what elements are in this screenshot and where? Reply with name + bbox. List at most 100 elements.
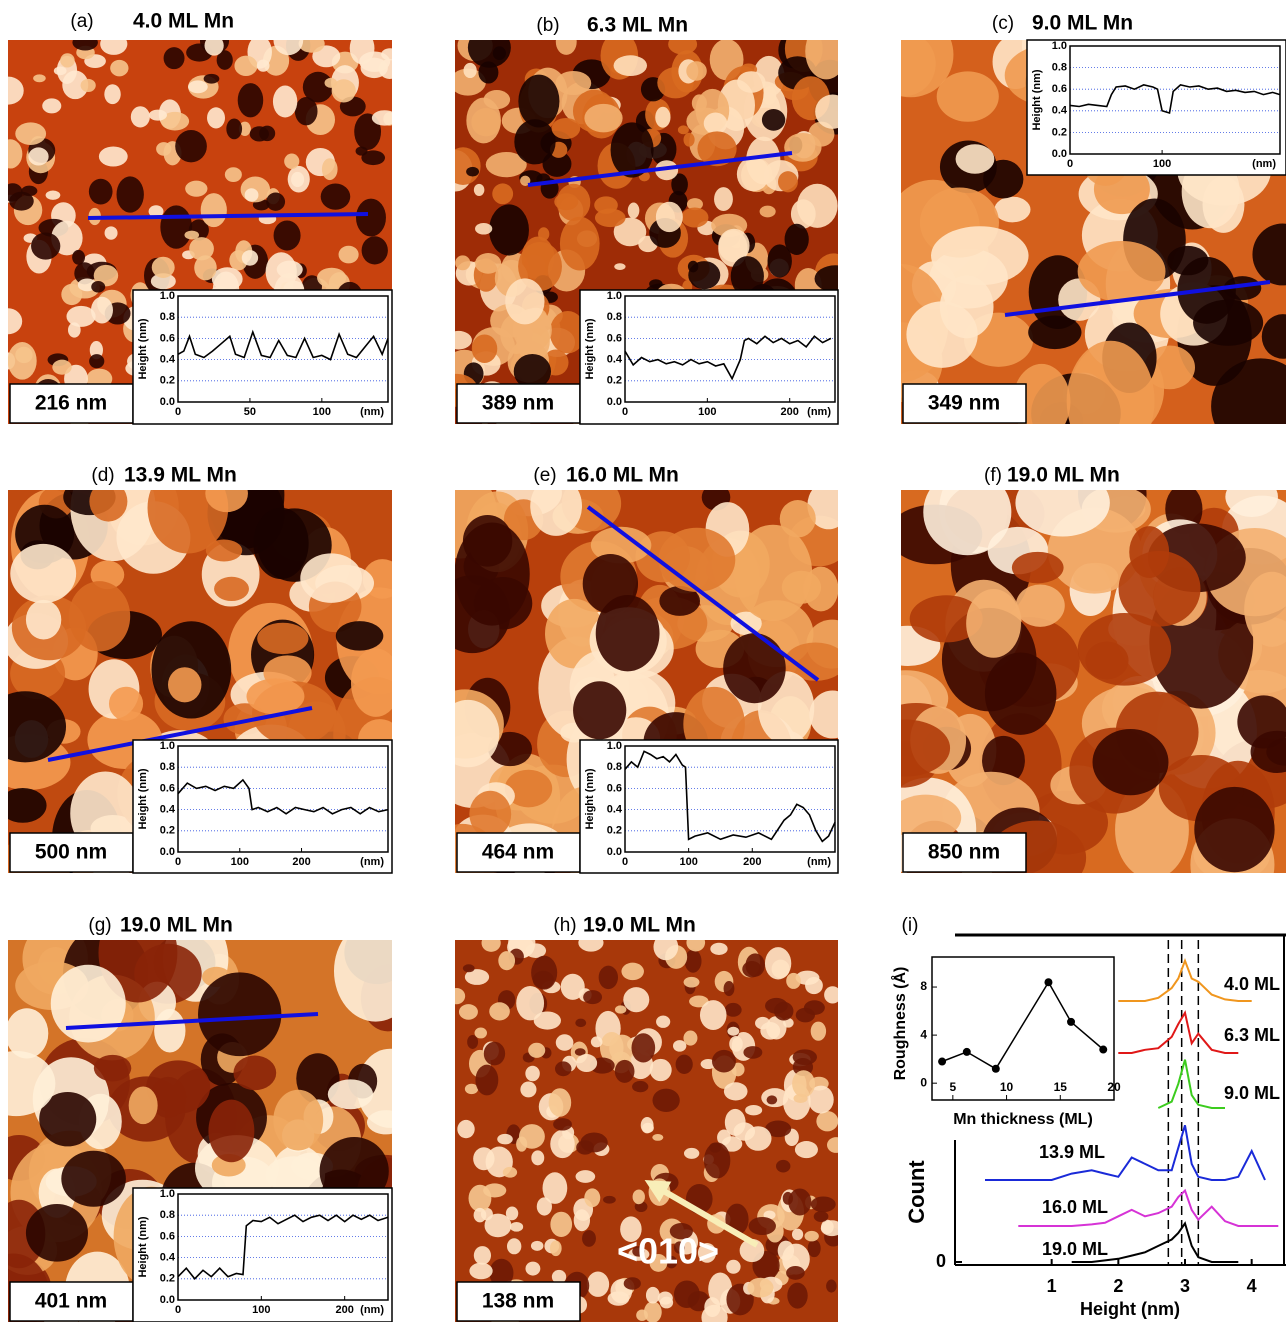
y-axis-label: Height (nm) bbox=[584, 318, 596, 379]
terrace bbox=[472, 334, 498, 363]
y-tick-label: 0.6 bbox=[160, 782, 175, 794]
terrace bbox=[257, 623, 308, 654]
x-tick-label: 5 bbox=[949, 1080, 956, 1094]
terrace bbox=[445, 147, 480, 185]
terrace bbox=[463, 515, 512, 567]
terrace bbox=[710, 943, 727, 955]
terrace bbox=[578, 934, 603, 952]
y-tick-label: 0.2 bbox=[1052, 126, 1067, 138]
legend-label: 16.0 ML bbox=[1042, 1197, 1108, 1217]
profile-chart: 0.00.20.40.60.81.00100200(nm)Height (nm) bbox=[580, 740, 838, 873]
terrace bbox=[652, 1134, 663, 1141]
legend-label: 6.3 ML bbox=[1224, 1025, 1280, 1045]
y-tick-label: 0.6 bbox=[1052, 83, 1067, 95]
terrace bbox=[110, 60, 128, 76]
scale-label: 389 nm bbox=[482, 392, 554, 415]
terrace bbox=[351, 648, 401, 716]
panel-title: 19.0 ML Mn bbox=[1007, 464, 1120, 487]
y-tick-label: 0.8 bbox=[607, 311, 622, 323]
panel-title: 16.0 ML Mn bbox=[566, 464, 679, 487]
x-tick-label: 0 bbox=[622, 856, 628, 868]
plot-frame bbox=[932, 957, 1114, 1100]
terrace bbox=[785, 224, 809, 255]
terrace bbox=[204, 74, 220, 84]
panel-label: (d) bbox=[91, 465, 114, 486]
terrace bbox=[684, 977, 700, 988]
y-tick-label: 0.4 bbox=[607, 354, 623, 366]
terrace bbox=[109, 687, 143, 721]
terrace bbox=[1067, 341, 1155, 461]
terrace bbox=[556, 71, 592, 95]
roughness-point bbox=[1044, 978, 1052, 986]
terrace bbox=[797, 184, 838, 228]
x-tick-label: 100 bbox=[313, 406, 331, 418]
profile-chart: 0.00.20.40.60.81.00100200(nm)Height (nm) bbox=[133, 1188, 392, 1322]
terrace bbox=[1129, 526, 1169, 578]
y-tick-label: 0.0 bbox=[160, 396, 175, 408]
terrace bbox=[437, 700, 500, 767]
terrace bbox=[531, 1241, 543, 1251]
roughness-point bbox=[938, 1058, 946, 1066]
terrace bbox=[552, 118, 581, 139]
terrace bbox=[636, 1309, 648, 1320]
panel-label: (c) bbox=[992, 13, 1014, 34]
legend-label: 13.9 ML bbox=[1039, 1142, 1105, 1162]
terrace bbox=[367, 1110, 405, 1134]
terrace bbox=[650, 1059, 672, 1081]
scale-label: 850 nm bbox=[928, 841, 1000, 864]
terrace bbox=[531, 956, 557, 990]
y-tick-label: 0.2 bbox=[160, 825, 175, 837]
panel-label: (f) bbox=[984, 465, 1002, 486]
terrace bbox=[361, 150, 385, 165]
x-tick-label: 100 bbox=[1153, 158, 1171, 170]
terrace bbox=[868, 12, 954, 97]
terrace bbox=[1028, 315, 1081, 349]
y-tick-label: 1.0 bbox=[1052, 40, 1067, 52]
terrace bbox=[765, 947, 791, 979]
terrace bbox=[994, 197, 1030, 223]
terrace bbox=[489, 204, 529, 255]
terrace bbox=[89, 481, 127, 521]
terrace bbox=[591, 1036, 603, 1047]
terrace bbox=[815, 265, 857, 292]
x-tick-label: 3 bbox=[1180, 1276, 1190, 1296]
y-tick-label: 0.6 bbox=[160, 332, 175, 344]
profile-chart: 0.00.20.40.60.81.00100(nm)Height (nm) bbox=[1027, 40, 1286, 175]
terrace bbox=[576, 1170, 596, 1183]
terrace bbox=[788, 1189, 811, 1216]
y-tick-label: 1.0 bbox=[607, 290, 622, 302]
panel-label: (e) bbox=[533, 465, 556, 486]
terrace bbox=[339, 246, 359, 264]
terrace bbox=[656, 1016, 670, 1028]
panel-label: (b) bbox=[536, 15, 559, 36]
terrace bbox=[245, 188, 259, 201]
terrace bbox=[0, 788, 47, 823]
scale-label: 401 nm bbox=[35, 1290, 107, 1313]
terrace bbox=[94, 1055, 131, 1082]
terrace bbox=[1193, 300, 1263, 346]
x-tick-label: 20 bbox=[1107, 1080, 1121, 1094]
terrace bbox=[723, 633, 786, 703]
terrace bbox=[553, 1118, 572, 1130]
terrace bbox=[457, 1120, 474, 1138]
terrace bbox=[656, 202, 683, 232]
terrace bbox=[266, 193, 285, 211]
terrace bbox=[632, 1081, 648, 1092]
terrace bbox=[482, 934, 501, 952]
terrace bbox=[21, 186, 37, 196]
terrace bbox=[149, 110, 167, 121]
x-tick-label: 200 bbox=[781, 406, 799, 418]
terrace bbox=[805, 23, 847, 79]
terrace bbox=[811, 1196, 836, 1212]
terrace bbox=[793, 1049, 817, 1065]
x-axis-label: (nm) bbox=[360, 856, 384, 868]
terrace bbox=[459, 1004, 478, 1020]
terrace bbox=[322, 158, 338, 180]
terrace bbox=[704, 113, 728, 135]
terrace bbox=[467, 1035, 478, 1049]
panel-title: 6.3 ML Mn bbox=[587, 14, 688, 37]
x-tick-label: 1 bbox=[1047, 1276, 1057, 1296]
terrace bbox=[714, 187, 733, 211]
x-tick-label: 200 bbox=[292, 856, 310, 868]
legend-label: 9.0 ML bbox=[1224, 1083, 1280, 1103]
